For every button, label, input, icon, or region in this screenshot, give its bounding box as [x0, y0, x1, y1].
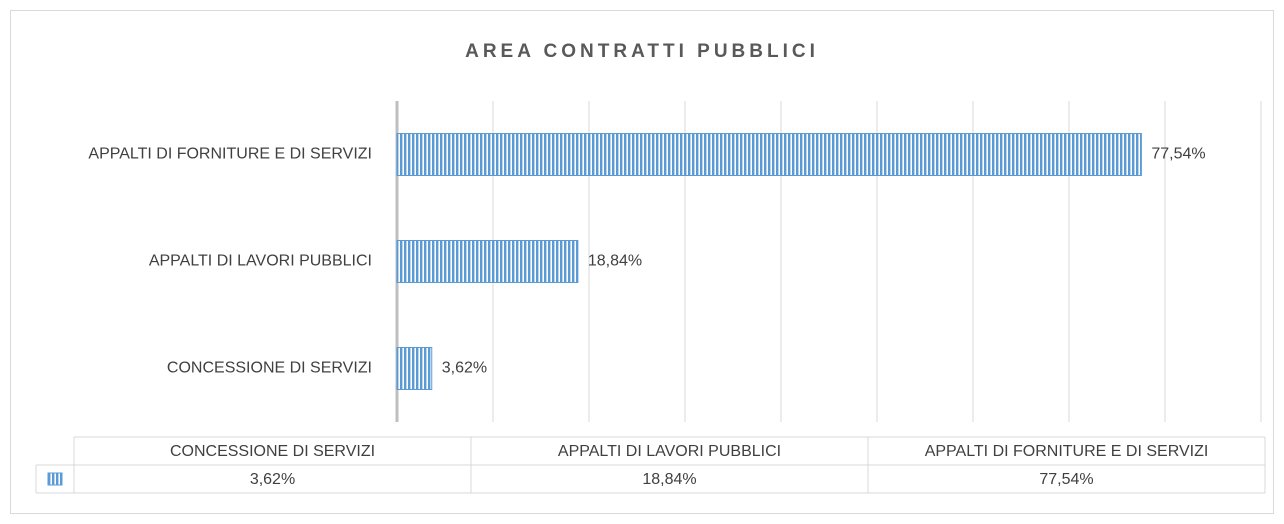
table-value: 18,84% [642, 471, 696, 488]
data-label: 3,62% [442, 360, 487, 377]
chart-border [10, 10, 1274, 514]
y-tick-label: APPALTI DI LAVORI PUBBLICI [149, 253, 372, 270]
y-tick-label: APPALTI DI FORNITURE E DI SERVIZI [88, 146, 372, 163]
chart-title: AREA CONTRATTI PUBBLICI [465, 41, 819, 62]
table-header: CONCESSIONE DI SERVIZI [170, 443, 375, 460]
legend-key [47, 472, 63, 486]
y-tick-label: CONCESSIONE DI SERVIZI [167, 360, 372, 377]
bar [396, 240, 579, 283]
table-value: 3,62% [250, 471, 295, 488]
table-value: 77,54% [1039, 471, 1093, 488]
bar [396, 133, 1142, 176]
bar [396, 347, 433, 390]
table-header: APPALTI DI LAVORI PUBBLICI [558, 443, 781, 460]
data-label: 77,54% [1151, 146, 1205, 163]
data-label: 18,84% [588, 253, 642, 270]
table-header: APPALTI DI FORNITURE E DI SERVIZI [925, 443, 1209, 460]
